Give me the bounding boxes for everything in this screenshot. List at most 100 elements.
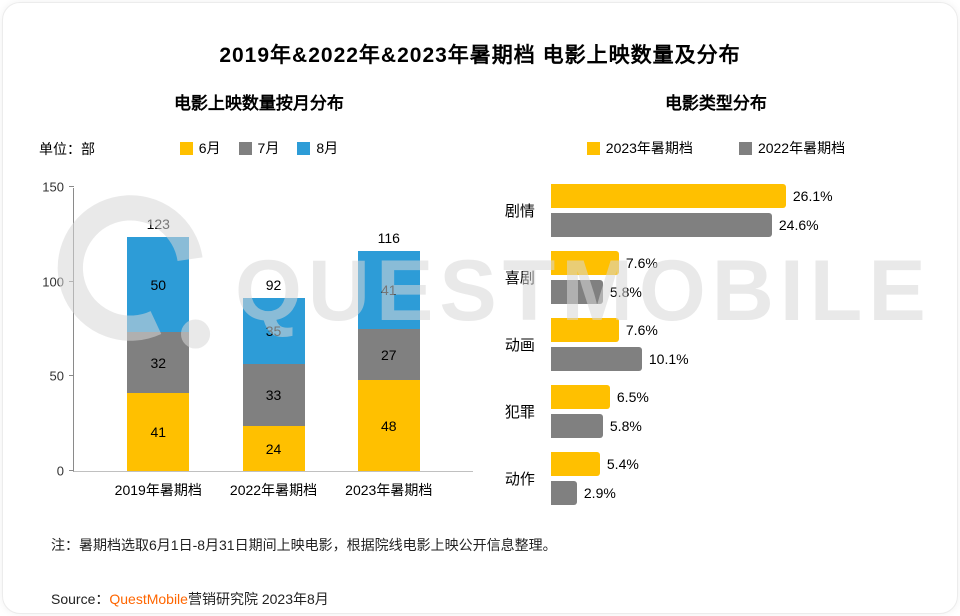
left-chart-legend: 6月 7月 8月 bbox=[33, 138, 485, 158]
legend-swatch-icon bbox=[297, 141, 311, 155]
source-prefix: Source： bbox=[51, 591, 110, 607]
bar-row: 26.1% bbox=[550, 184, 921, 208]
y-axis-tick bbox=[69, 470, 74, 471]
bar-total-label: 116 bbox=[377, 230, 400, 246]
category-group: 剧情 26.1% 24.6% bbox=[505, 184, 921, 237]
legend-item: 6月 bbox=[179, 138, 221, 158]
horizontal-bar-plot: 剧情 26.1% 24.6% 喜剧 7.6% 5.8% 动画 7.6% 10.1% 犯罪 6.5% 5… bbox=[505, 184, 927, 505]
bar-row: 24.6% bbox=[550, 213, 921, 237]
source-line: Source：QuestMobile营销研究院 2023年8月 bbox=[51, 589, 957, 609]
bar-total-label: 123 bbox=[146, 216, 170, 232]
stacked-bar: 92 35 33 24 2022年暑期档 bbox=[230, 188, 317, 498]
right-chart-title: 电影类型分布 bbox=[664, 94, 767, 113]
bar-row: 7.6% bbox=[550, 318, 921, 342]
bar-segment: 35 bbox=[242, 298, 305, 364]
legend-label: 6月 bbox=[198, 140, 221, 156]
h-bar bbox=[550, 347, 642, 371]
category-group: 犯罪 6.5% 5.8% bbox=[505, 385, 921, 438]
footnote: 注：暑期档选取6月1日-8月31日期间上映电影，根据院线电影上映公开信息整理。 bbox=[51, 537, 557, 553]
category-bars: 6.5% 5.8% bbox=[550, 385, 921, 438]
bar-segment: 33 bbox=[242, 364, 305, 426]
h-bar bbox=[550, 481, 577, 505]
bar-value-label: 5.8% bbox=[609, 284, 642, 300]
bar-value-label: 5.8% bbox=[609, 418, 642, 434]
category-group: 动画 7.6% 10.1% bbox=[505, 318, 921, 371]
bar-value-label: 26.1% bbox=[792, 188, 833, 204]
stacked-bar: 116 41 27 48 2023年暑期档 bbox=[345, 188, 432, 498]
bar-value-label: 2.9% bbox=[583, 485, 616, 501]
bar-value-label: 10.1% bbox=[648, 351, 689, 367]
bar-segment: 27 bbox=[357, 329, 420, 380]
category-group: 喜剧 7.6% 5.8% bbox=[505, 251, 921, 304]
bar-segment: 41 bbox=[357, 251, 420, 329]
h-bar bbox=[550, 385, 610, 409]
bar-row: 2.9% bbox=[550, 481, 921, 505]
y-axis-tick-label: 150 bbox=[42, 179, 64, 195]
legend-item: 2023年暑期档 bbox=[586, 138, 693, 158]
legend-item: 8月 bbox=[297, 138, 338, 158]
y-axis-tick bbox=[69, 280, 74, 282]
legend-item: 7月 bbox=[238, 138, 280, 158]
legend-item: 2022年暑期档 bbox=[738, 138, 846, 158]
y-axis-tick-label: 50 bbox=[49, 368, 64, 384]
bar-segment: 41 bbox=[127, 393, 190, 471]
h-bar bbox=[550, 213, 772, 237]
legend-label: 2022年暑期档 bbox=[757, 140, 846, 156]
bar-row: 10.1% bbox=[550, 347, 921, 371]
y-axis-tick-label: 100 bbox=[42, 274, 64, 290]
stacked-bar-plot: 0 50 100 150 123 50 32 41 2019年暑期档 92 35 33 24 2022年暑… bbox=[42, 180, 473, 498]
bar-value-label: 7.6% bbox=[625, 322, 658, 338]
x-axis-label: 2019年暑期档 bbox=[114, 482, 202, 498]
h-bar bbox=[550, 280, 603, 304]
left-chart-meta: 单位：部 6月 7月 8月 bbox=[33, 138, 485, 158]
category-label: 喜剧 bbox=[504, 270, 535, 287]
page-title: 2019年&2022年&2023年暑期档 电影上映数量及分布 bbox=[219, 44, 741, 67]
unit-label: 单位：部 bbox=[39, 141, 95, 157]
bar-segment: 24 bbox=[242, 426, 305, 471]
y-axis-tick bbox=[69, 375, 74, 377]
bar-value-label: 6.5% bbox=[616, 389, 649, 405]
category-label: 犯罪 bbox=[504, 404, 535, 421]
bar-value-label: 5.4% bbox=[606, 456, 639, 472]
legend-label: 2023年暑期档 bbox=[605, 140, 693, 156]
bar-row: 6.5% bbox=[550, 385, 921, 409]
bar-row: 5.8% bbox=[550, 280, 921, 304]
h-bar bbox=[550, 318, 619, 342]
category-bars: 26.1% 24.6% bbox=[550, 184, 921, 237]
right-chart-legend: 2023年暑期档 2022年暑期档 bbox=[505, 138, 927, 158]
legend-swatch-icon bbox=[179, 141, 193, 155]
category-label: 剧情 bbox=[504, 203, 535, 220]
bar-segment: 50 bbox=[127, 237, 190, 332]
bar-row: 5.8% bbox=[550, 414, 921, 438]
x-axis-label: 2022年暑期档 bbox=[229, 482, 318, 498]
category-bars: 5.4% 2.9% bbox=[550, 452, 921, 505]
category-label: 动画 bbox=[504, 337, 535, 354]
bar-value-label: 7.6% bbox=[625, 255, 658, 271]
legend-label: 7月 bbox=[257, 140, 280, 156]
h-bar bbox=[550, 184, 786, 208]
bar-segment: 48 bbox=[357, 380, 420, 471]
stacked-plot-wrap: 0 50 100 150 123 50 32 41 2019年暑期档 92 35 33 24 2022年暑… bbox=[42, 180, 473, 498]
left-chart-title: 电影上映数量按月分布 bbox=[173, 94, 344, 113]
genre-distribution-chart: 电影类型分布 2023年暑期档 2022年暑期档 剧情 26.1% 24.6% 喜剧 7.… bbox=[485, 69, 927, 505]
category-bars: 7.6% 10.1% bbox=[550, 318, 921, 371]
category-bars: 7.6% 5.8% bbox=[550, 251, 921, 304]
y-axis-tick bbox=[69, 186, 74, 187]
bar-total-label: 92 bbox=[265, 277, 282, 293]
stacked-bar: 123 50 32 41 2019年暑期档 bbox=[115, 188, 202, 498]
legend-swatch-icon bbox=[586, 141, 600, 155]
h-bar bbox=[550, 414, 603, 438]
source-brand: QuestMobile bbox=[109, 591, 188, 607]
y-axis-tick-label: 0 bbox=[56, 463, 64, 479]
category-group: 动作 5.4% 2.9% bbox=[505, 452, 921, 505]
x-axis-label: 2023年暑期档 bbox=[345, 482, 433, 498]
source-suffix: 营销研究院 2023年8月 bbox=[187, 591, 329, 607]
charts-area: 电影上映数量按月分布 单位：部 6月 7月 8月 0 50 100 150 123 50 32 4… bbox=[3, 69, 957, 505]
legend-swatch-icon bbox=[738, 141, 752, 155]
legend-label: 8月 bbox=[316, 140, 339, 156]
bar-row: 5.4% bbox=[550, 452, 921, 476]
bar-row: 7.6% bbox=[550, 251, 921, 275]
monthly-release-chart: 电影上映数量按月分布 单位：部 6月 7月 8月 0 50 100 150 123 50 32 4… bbox=[33, 69, 485, 505]
bar-segment: 32 bbox=[127, 332, 190, 393]
h-bar bbox=[550, 452, 600, 476]
